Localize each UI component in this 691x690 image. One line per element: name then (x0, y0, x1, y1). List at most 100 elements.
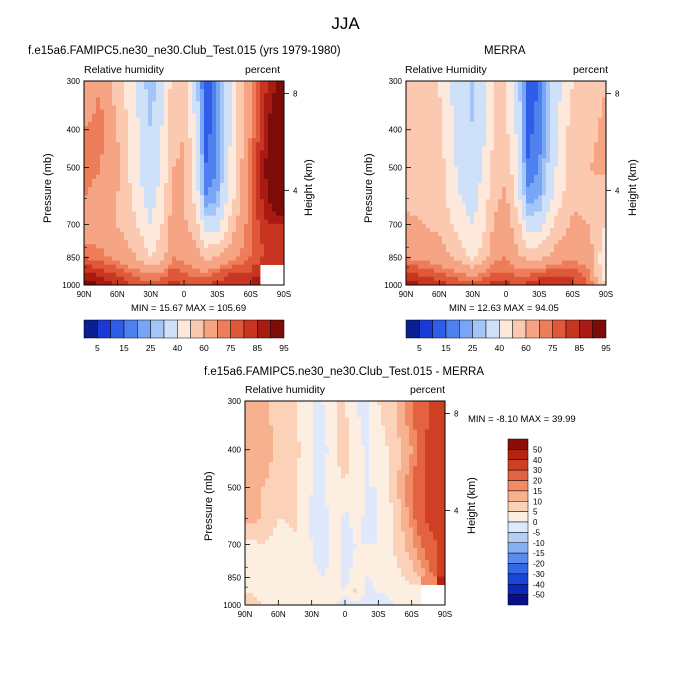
contour-cell (132, 81, 137, 86)
contour-cell (112, 150, 117, 155)
contour-cell (260, 97, 265, 102)
contour-cell (136, 105, 141, 110)
contour-cell (168, 215, 173, 221)
contour-cell (148, 121, 153, 127)
contour-cell (414, 244, 419, 249)
contour-cell (204, 268, 209, 274)
contour-cell (474, 166, 479, 172)
contour-cell (172, 134, 177, 139)
contour-cell (208, 174, 213, 180)
contour-cell (418, 280, 423, 286)
contour-cell (124, 272, 129, 278)
contour-cell (140, 231, 145, 237)
contour-cell (124, 146, 129, 151)
contour-cell (482, 240, 487, 245)
contour-cell (482, 158, 487, 163)
contour-cell (132, 121, 137, 127)
contour-cell (228, 97, 233, 102)
contour-cell (466, 240, 471, 245)
contour-cell (164, 187, 169, 192)
contour-cell (526, 150, 531, 155)
contour-cell (236, 219, 241, 225)
contour-cell (244, 129, 249, 135)
contour-cell (100, 170, 105, 176)
contour-cell (454, 211, 459, 217)
contour-cell (184, 97, 189, 102)
contour-cell (168, 236, 173, 241)
contour-cell (188, 215, 193, 221)
contour-cell (446, 256, 451, 261)
contour-cell (446, 121, 451, 127)
contour-cell (96, 117, 101, 123)
contour-cell (566, 121, 571, 127)
contour-cell (514, 125, 519, 131)
contour-cell (100, 109, 105, 115)
contour-cell (212, 276, 217, 282)
contour-cell (164, 146, 169, 151)
contour-cell (546, 211, 551, 217)
contour-cell (124, 178, 129, 184)
contour-cell (172, 146, 177, 151)
contour-cell (260, 240, 265, 245)
contour-cell (192, 195, 197, 200)
contour-cell (236, 146, 241, 151)
contour-cell (236, 248, 241, 253)
contour-cell (598, 264, 603, 270)
contour-cell (112, 146, 117, 151)
contour-cell (458, 207, 463, 212)
contour-cell (514, 89, 519, 94)
contour-cell (442, 109, 447, 115)
contour-cell (216, 113, 221, 119)
contour-cell (426, 236, 431, 241)
contour-cell (450, 183, 455, 188)
contour-cell (550, 93, 555, 98)
contour-cell (546, 244, 551, 249)
contour-cell (212, 207, 217, 212)
contour-cell (184, 219, 189, 225)
contour-cell (470, 174, 475, 180)
contour-cell (152, 81, 157, 86)
contour-cell (414, 117, 419, 123)
contour-cell (454, 264, 459, 270)
contour-cell (140, 146, 145, 151)
contour-cell (180, 268, 185, 274)
contour-cell (466, 162, 471, 168)
contour-cell (590, 211, 595, 217)
contour-cell (116, 85, 121, 90)
contour-cell (506, 191, 511, 196)
contour-cell (276, 109, 281, 115)
contour-cell (602, 113, 607, 119)
contour-cell (156, 272, 161, 278)
contour-cell (268, 125, 273, 131)
contour-cell (116, 121, 121, 127)
contour-cell (438, 260, 443, 265)
contour-cell (418, 195, 423, 200)
contour-cell (462, 191, 467, 196)
contour-cell (176, 105, 181, 110)
contour-cell (482, 174, 487, 180)
contour-cell (120, 236, 125, 241)
contour-cell (466, 129, 471, 135)
contour-cell (582, 191, 587, 196)
contour-cell (442, 244, 447, 249)
contour-cell (200, 183, 205, 188)
contour-cell (92, 113, 97, 119)
contour-cell (236, 178, 241, 184)
contour-cell (148, 272, 153, 278)
contour-cell (562, 105, 567, 110)
contour-cell (414, 231, 419, 237)
contour-cell (192, 227, 197, 233)
contour-cell (550, 268, 555, 274)
contour-cell (410, 89, 415, 94)
contour-cell (248, 125, 253, 131)
contour-cell (434, 244, 439, 249)
contour-cell (426, 264, 431, 270)
contour-cell (88, 146, 93, 151)
contour-cell (100, 150, 105, 155)
contour-cell (236, 260, 241, 265)
contour-cell (410, 154, 415, 159)
contour-cell (566, 85, 571, 90)
contour-cell (148, 162, 153, 168)
contour-cell (244, 109, 249, 115)
contour-cell (224, 223, 229, 229)
